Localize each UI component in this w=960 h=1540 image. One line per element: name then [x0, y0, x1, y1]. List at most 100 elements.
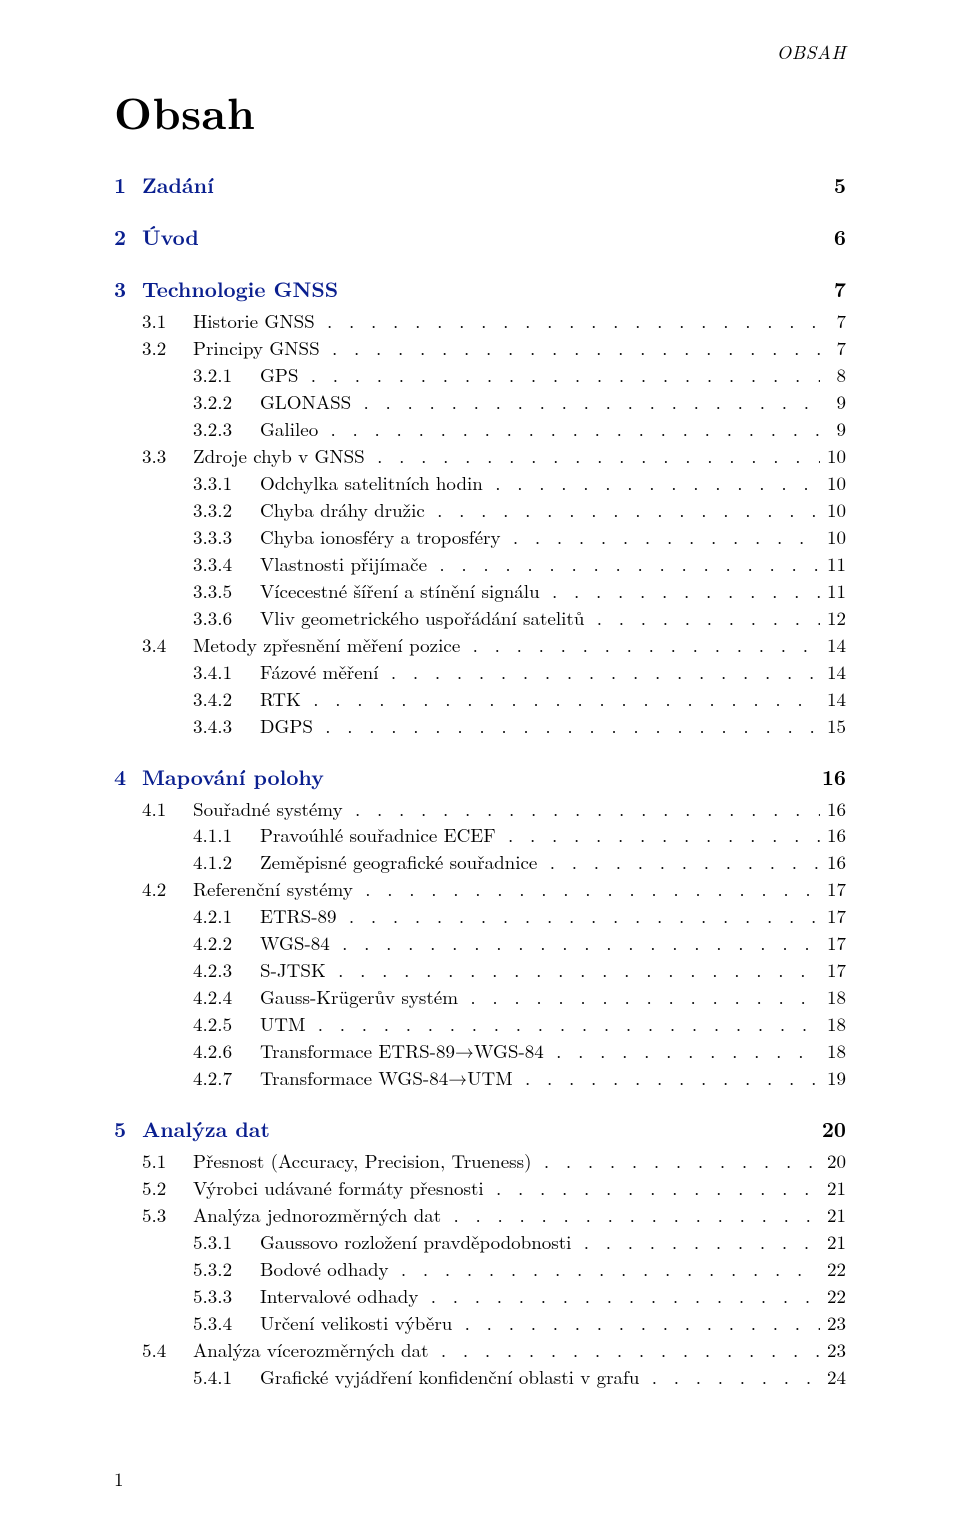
- toc-entry-label: Pravoúhlé souřadnice ECEF: [260, 822, 502, 849]
- toc-subsection-row: 3.3.6Vliv geometrického uspořádání satel…: [114, 605, 846, 632]
- toc-entry-number: 5.3.4: [193, 1310, 260, 1337]
- toc-subsection-row: 3.3.5Vícecestné šíření a stínění signálu…: [114, 578, 846, 605]
- toc-leader-dots: . . . . . . . . . . . . . . . . . . . . …: [385, 659, 820, 686]
- toc-section-row: 5.4Analýza vícerozměrných dat . . . . . …: [114, 1337, 846, 1364]
- toc-entry-number: 4.2.2: [193, 930, 260, 957]
- toc-entry-number: 5.3.3: [193, 1283, 260, 1310]
- toc-subsection-row: 4.2.3S-JTSK . . . . . . . . . . . . . . …: [114, 957, 846, 984]
- toc-entry-label: Gauss-Krügerův systém: [260, 984, 464, 1011]
- toc-entry-page: 16: [820, 822, 846, 849]
- toc-entry-number: 5.4: [142, 1337, 193, 1364]
- toc-entry-page: 22: [820, 1256, 846, 1283]
- toc-leader-dots: . . . . . . . . . . . . . . . . . . . . …: [544, 849, 820, 876]
- toc-entry-number: 4.2.7: [193, 1065, 260, 1092]
- toc-entry-page: 19: [820, 1065, 846, 1092]
- toc-leader-dots: . . . . . . . . . . . . . . . . . . . . …: [546, 578, 820, 605]
- toc-chapter-row: 2Úvod6: [114, 222, 846, 252]
- toc-leader-dots: . . . . . . . . . . . . . . . . . . . . …: [464, 984, 820, 1011]
- toc-entry-label: Chyba ionosféry a troposféry: [260, 524, 507, 551]
- toc-entry-page: 17: [820, 876, 846, 903]
- toc-section-row: 4.1Souřadné systémy . . . . . . . . . . …: [114, 796, 846, 823]
- toc-chapter-row: 3Technologie GNSS7: [114, 274, 846, 304]
- toc-entry-label: Referenční systémy: [193, 876, 359, 903]
- toc-chapter-page: 16: [822, 762, 846, 792]
- toc-leader-dots: . . . . . . . . . . . . . . . . . . . . …: [319, 713, 820, 740]
- toc-chapter-label: Analýza dat: [142, 1114, 270, 1144]
- toc-entry-page: 17: [820, 957, 846, 984]
- toc-chapter-page: 5: [834, 170, 846, 200]
- toc-entry-page: 23: [820, 1337, 846, 1364]
- toc-entry-label: Transformace WGS-84→UTM: [260, 1065, 519, 1092]
- toc-leader-dots: . . . . . . . . . . . . . . . . . . . . …: [489, 470, 820, 497]
- toc-leader-dots: . . . . . . . . . . . . . . . . . . . . …: [358, 389, 820, 416]
- toc-leader-dots: . . . . . . . . . . . . . . . . . . . . …: [321, 308, 820, 335]
- toc-entry-label: Grafické vyjádření konfidenční oblasti v…: [260, 1364, 646, 1391]
- toc-chapter-number: 1: [114, 170, 142, 200]
- toc-subsection-row: 3.3.1Odchylka satelitních hodin . . . . …: [114, 470, 846, 497]
- toc-entry-page: 16: [820, 849, 846, 876]
- toc-entry-label: ETRS-89: [260, 903, 343, 930]
- toc-entry-page: 18: [820, 1011, 846, 1038]
- toc-entry-page: 9: [820, 389, 846, 416]
- toc-subsection-row: 4.2.4Gauss-Krügerův systém . . . . . . .…: [114, 984, 846, 1011]
- toc-entry-number: 3.2.2: [193, 389, 260, 416]
- toc-entry-label: Vícecestné šíření a stínění signálu: [260, 578, 546, 605]
- toc-entry-page: 10: [820, 443, 846, 470]
- toc-chapter-page: 20: [822, 1114, 846, 1144]
- toc-subsection-row: 5.3.3Intervalové odhady . . . . . . . . …: [114, 1283, 846, 1310]
- toc-chapter-label: Mapování polohy: [142, 762, 324, 792]
- toc-entry-number: 4.2.1: [193, 903, 260, 930]
- toc-entry-page: 21: [820, 1229, 846, 1256]
- toc-entry-label: S-JTSK: [260, 957, 332, 984]
- toc-entry-label: Chyba dráhy družic: [260, 497, 431, 524]
- toc-chapter-row: 4Mapování polohy16: [114, 762, 846, 792]
- toc-subsection-row: 3.2.3Galileo . . . . . . . . . . . . . .…: [114, 416, 846, 443]
- toc-entry-page: 10: [820, 497, 846, 524]
- toc-entry-label: Vlastnosti přijímače: [260, 551, 433, 578]
- toc-subsection-row: 3.4.2RTK . . . . . . . . . . . . . . . .…: [114, 686, 846, 713]
- toc-entry-number: 5.1: [142, 1148, 193, 1175]
- toc-entry-page: 17: [820, 903, 846, 930]
- toc-entry-page: 7: [820, 335, 846, 362]
- toc-chapter-label: Zadání: [142, 170, 214, 200]
- toc-entry-label: Výrobci udávané formáty přesnosti: [193, 1175, 490, 1202]
- toc-entry-number: 3.3.1: [193, 470, 260, 497]
- toc-entry-label: Principy GNSS: [193, 335, 326, 362]
- toc-entry-number: 3.3: [142, 443, 193, 470]
- toc-chapter-number: 5: [114, 1114, 142, 1144]
- toc-entry-page: 14: [820, 686, 846, 713]
- toc-entry-number: 4.2.6: [193, 1038, 260, 1065]
- toc-leader-dots: . . . . . . . . . . . . . . . . . . . . …: [490, 1175, 820, 1202]
- toc-entry-label: Analýza jednorozměrných dat: [193, 1202, 448, 1229]
- toc-entry-number: 4.1.1: [193, 822, 260, 849]
- toc-entry-number: 3.3.3: [193, 524, 260, 551]
- toc-entry-label: Přesnost (Accuracy, Precision, Trueness): [193, 1148, 538, 1175]
- toc-leader-dots: . . . . . . . . . . . . . . . . . . . . …: [431, 497, 820, 524]
- toc-section-row: 3.3Zdroje chyb v GNSS . . . . . . . . . …: [114, 443, 846, 470]
- toc-entry-number: 5.2: [142, 1175, 193, 1202]
- toc-entry-number: 3.2.1: [193, 362, 260, 389]
- toc-entry-label: Transformace ETRS-89→WGS-84: [260, 1038, 550, 1065]
- toc-entry-label: DGPS: [260, 713, 319, 740]
- toc-leader-dots: . . . . . . . . . . . . . . . . . . . . …: [395, 1256, 820, 1283]
- toc-entry-page: 21: [820, 1202, 846, 1229]
- toc-entry-label: Fázové měření: [260, 659, 385, 686]
- toc-entry-label: Gaussovo rozložení pravděpodobnosti: [260, 1229, 578, 1256]
- toc-entry-number: 3.4.1: [193, 659, 260, 686]
- toc-leader-dots: . . . . . . . . . . . . . . . . . . . . …: [312, 1011, 820, 1038]
- page-number: 1: [114, 1465, 124, 1492]
- toc-entry-page: 18: [820, 984, 846, 1011]
- toc-section-row: 3.1Historie GNSS . . . . . . . . . . . .…: [114, 308, 846, 335]
- toc-entry-page: 11: [820, 578, 846, 605]
- toc-entry-page: 14: [820, 659, 846, 686]
- toc-subsection-row: 4.1.1Pravoúhlé souřadnice ECEF . . . . .…: [114, 822, 846, 849]
- toc-entry-number: 3.4: [142, 632, 193, 659]
- toc-leader-dots: . . . . . . . . . . . . . . . . . . . . …: [435, 1337, 820, 1364]
- toc-entry-label: Galileo: [260, 416, 325, 443]
- toc-entry-number: 3.1: [142, 308, 193, 335]
- toc-leader-dots: . . . . . . . . . . . . . . . . . . . . …: [502, 822, 820, 849]
- toc-section-row: 5.1Přesnost (Accuracy, Precision, Truene…: [114, 1148, 846, 1175]
- toc-leader-dots: . . . . . . . . . . . . . . . . . . . . …: [349, 796, 820, 823]
- toc-entry-page: 22: [820, 1283, 846, 1310]
- toc-entry-page: 15: [820, 713, 846, 740]
